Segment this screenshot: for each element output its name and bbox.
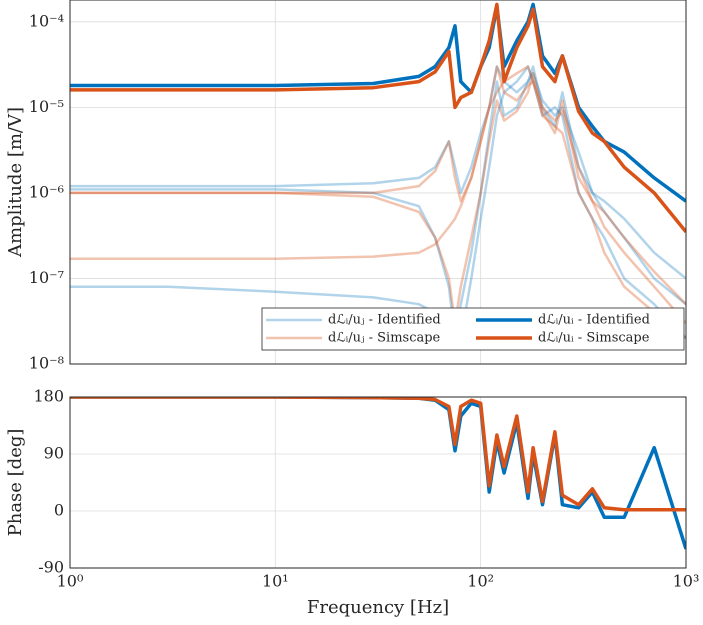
series-line [70, 72, 686, 325]
x-tick-label: 10² [467, 572, 494, 591]
y-tick-label: 90 [44, 444, 64, 463]
y-axis-label: Amplitude [m/V] [5, 107, 26, 258]
legend-label: dℒᵢ/uᵢ - Identified [538, 313, 650, 328]
axes-box [69, 396, 687, 569]
series-group [70, 397, 686, 550]
legend-label: dℒᵢ/uⱼ - Identified [328, 313, 441, 328]
x-tick-label: 10⁰ [57, 572, 84, 591]
series-line [70, 65, 686, 280]
legend-label: dℒᵢ/uⱼ - Simscape [328, 331, 441, 346]
y-tick-label: 180 [33, 387, 64, 406]
x-tick-label: 10³ [673, 572, 700, 591]
series-line [70, 2, 686, 234]
x-axis-label: Frequency [Hz] [307, 597, 449, 618]
plot-area [70, 0, 686, 364]
x-tick-label: 10¹ [262, 572, 289, 591]
y-tick-label: 0 [54, 501, 64, 520]
axes-box [69, 0, 687, 365]
y-tick-label: 10⁻⁶ [29, 182, 64, 201]
y-tick-label: 10⁻⁷ [29, 268, 64, 287]
plot-area [70, 397, 686, 568]
y-tick-label: 10⁻⁴ [29, 11, 64, 30]
y-tick-label: 10⁻⁵ [29, 97, 64, 116]
series-line [70, 397, 686, 512]
y-tick-label: -90 [38, 558, 64, 577]
y-tick-label: 10⁻⁸ [29, 354, 64, 373]
series-line [70, 65, 686, 340]
legend-label: dℒᵢ/uᵢ - Simscape [538, 331, 650, 346]
series-line [70, 65, 686, 306]
legend-box [261, 307, 685, 351]
y-axis-label: Phase [deg] [5, 429, 26, 537]
series-line [70, 65, 686, 340]
